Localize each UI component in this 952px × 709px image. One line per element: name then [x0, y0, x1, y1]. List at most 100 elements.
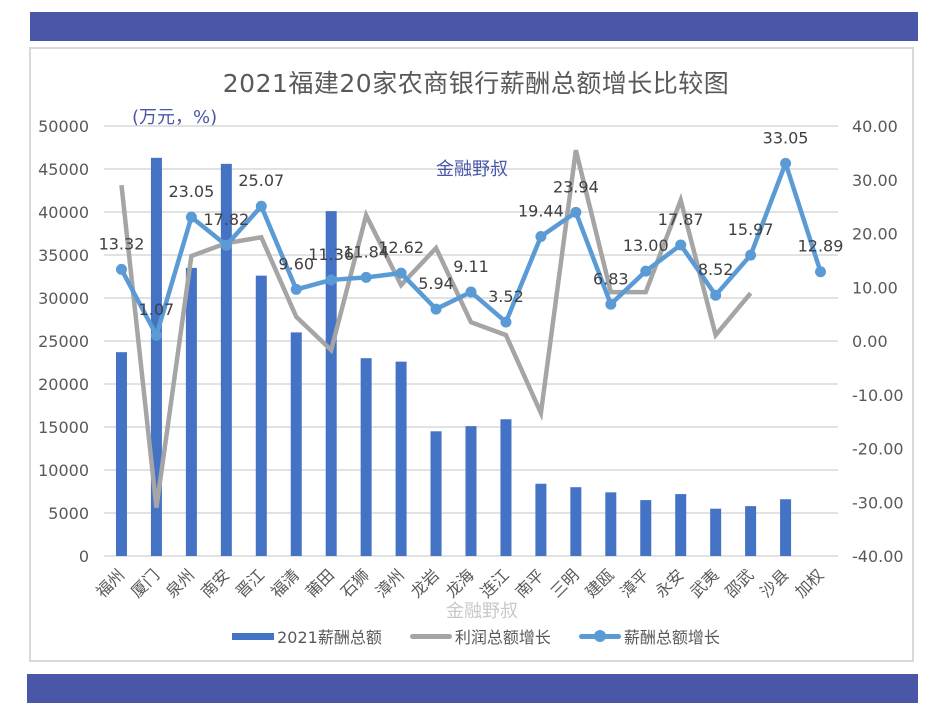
- data-label: 25.07: [238, 171, 284, 190]
- salary-growth-marker[interactable]: [605, 298, 617, 310]
- data-label: 1.07: [139, 300, 175, 319]
- line-swatch-icon: [409, 633, 452, 639]
- salary-growth-marker[interactable]: [535, 231, 547, 243]
- category-label: 邵武: [721, 565, 757, 601]
- salary-growth-marker[interactable]: [675, 239, 687, 251]
- line-marker-swatch-icon: [578, 630, 621, 642]
- data-label: 12.62: [378, 238, 424, 257]
- category-label: 莆田: [302, 565, 338, 601]
- salary-bar[interactable]: [570, 487, 582, 556]
- right-axis-tick: -30.00: [852, 493, 904, 512]
- category-label: 福清: [267, 565, 303, 601]
- salary-growth-marker[interactable]: [815, 266, 827, 278]
- salary-growth-marker[interactable]: [115, 263, 127, 275]
- left-axis-tick: 35000: [38, 246, 89, 265]
- salary-growth-marker[interactable]: [360, 271, 372, 283]
- salary-growth-marker[interactable]: [780, 157, 792, 169]
- salary-growth-marker[interactable]: [395, 267, 407, 279]
- data-label: 13.32: [99, 234, 145, 253]
- watermark: 金融野叔: [436, 159, 508, 180]
- salary-bar[interactable]: [745, 506, 757, 556]
- data-label: 8.52: [698, 260, 734, 279]
- right-axis-tick: -10.00: [852, 386, 904, 405]
- salary-growth-marker[interactable]: [150, 329, 162, 341]
- left-axis-tick: 45000: [38, 160, 89, 179]
- left-axis-tick: 20000: [38, 375, 89, 394]
- data-label: 9.11: [453, 257, 489, 276]
- data-label: 13.00: [623, 236, 669, 255]
- salary-growth-marker[interactable]: [570, 206, 582, 218]
- salary-bar[interactable]: [150, 157, 162, 556]
- bottom-banner: [27, 674, 918, 703]
- category-label: 石狮: [337, 565, 373, 601]
- salary-growth-marker[interactable]: [710, 289, 722, 301]
- left-axis-tick: 40000: [38, 203, 89, 222]
- salary-bar[interactable]: [395, 361, 407, 556]
- salary-growth-marker[interactable]: [465, 286, 477, 298]
- salary-bar[interactable]: [710, 508, 722, 556]
- data-label: 23.94: [553, 177, 599, 196]
- data-label: 12.89: [798, 237, 844, 256]
- salary-growth-marker[interactable]: [290, 283, 302, 295]
- salary-bar[interactable]: [325, 211, 337, 556]
- left-axis-tick: 25000: [38, 332, 89, 351]
- data-label: 15.97: [728, 220, 774, 239]
- left-axis-tick: 5000: [48, 504, 89, 523]
- salary-bar[interactable]: [535, 483, 547, 556]
- legend-item-salary-total[interactable]: 2021薪酬总额: [232, 624, 382, 648]
- salary-growth-marker[interactable]: [220, 239, 232, 251]
- salary-bar[interactable]: [430, 431, 442, 556]
- salary-bar[interactable]: [465, 426, 477, 556]
- category-label: 福州: [92, 565, 128, 601]
- left-axis-tick: 0: [79, 547, 89, 566]
- salary-growth-marker[interactable]: [500, 316, 512, 328]
- left-axis-tick: 50000: [38, 117, 89, 136]
- data-label: 6.83: [593, 269, 629, 288]
- salary-bar[interactable]: [220, 163, 232, 556]
- category-label: 龙岩: [407, 565, 443, 601]
- legend-item-profit-growth[interactable]: 利润总额增长: [409, 624, 551, 648]
- salary-growth-marker[interactable]: [185, 211, 197, 223]
- legend-label: 2021薪酬总额: [277, 628, 382, 647]
- salary-bar[interactable]: [780, 499, 792, 556]
- data-label: 19.44: [518, 202, 564, 221]
- category-label: 漳平: [617, 565, 653, 601]
- category-label: 沙县: [756, 565, 792, 601]
- legend-item-salary-growth[interactable]: 薪酬总额增长: [578, 624, 720, 648]
- right-axis-tick: 20.00: [852, 225, 898, 244]
- data-label: 9.60: [278, 254, 314, 273]
- salary-bar[interactable]: [255, 275, 267, 556]
- unit-label: (万元，%): [132, 107, 218, 128]
- legend: 2021薪酬总额 利润总额增长 薪酬总额增长: [0, 624, 952, 648]
- category-label: 加权: [791, 565, 827, 601]
- salary-growth-marker[interactable]: [325, 274, 337, 286]
- data-label: 5.94: [418, 274, 454, 293]
- right-axis-tick: -20.00: [852, 440, 904, 459]
- salary-growth-marker[interactable]: [255, 200, 267, 212]
- salary-bar[interactable]: [675, 494, 687, 556]
- top-banner: [30, 12, 918, 41]
- legend-label: 薪酬总额增长: [623, 628, 720, 647]
- data-label: 11.84: [343, 242, 389, 261]
- salary-bar[interactable]: [290, 332, 302, 556]
- left-axis-tick: 15000: [38, 418, 89, 437]
- salary-growth-marker[interactable]: [640, 265, 652, 277]
- salary-bar[interactable]: [640, 500, 652, 556]
- category-label: 三明: [547, 565, 583, 601]
- left-axis-tick: 10000: [38, 461, 89, 480]
- salary-growth-marker[interactable]: [430, 303, 442, 315]
- category-label: 建瓯: [582, 565, 618, 601]
- right-axis-tick: 0.00: [852, 332, 888, 351]
- salary-bar[interactable]: [500, 419, 512, 556]
- category-label: 武夷: [686, 565, 722, 601]
- salary-bar[interactable]: [360, 358, 372, 556]
- salary-growth-marker[interactable]: [745, 249, 757, 261]
- data-label: 23.05: [168, 182, 214, 201]
- right-axis-tick: 40.00: [852, 117, 898, 136]
- salary-bar[interactable]: [605, 492, 617, 556]
- salary-bar[interactable]: [185, 267, 197, 556]
- category-label: 晋江: [232, 565, 268, 601]
- data-label: 11.36: [308, 245, 354, 264]
- salary-bar[interactable]: [115, 352, 127, 556]
